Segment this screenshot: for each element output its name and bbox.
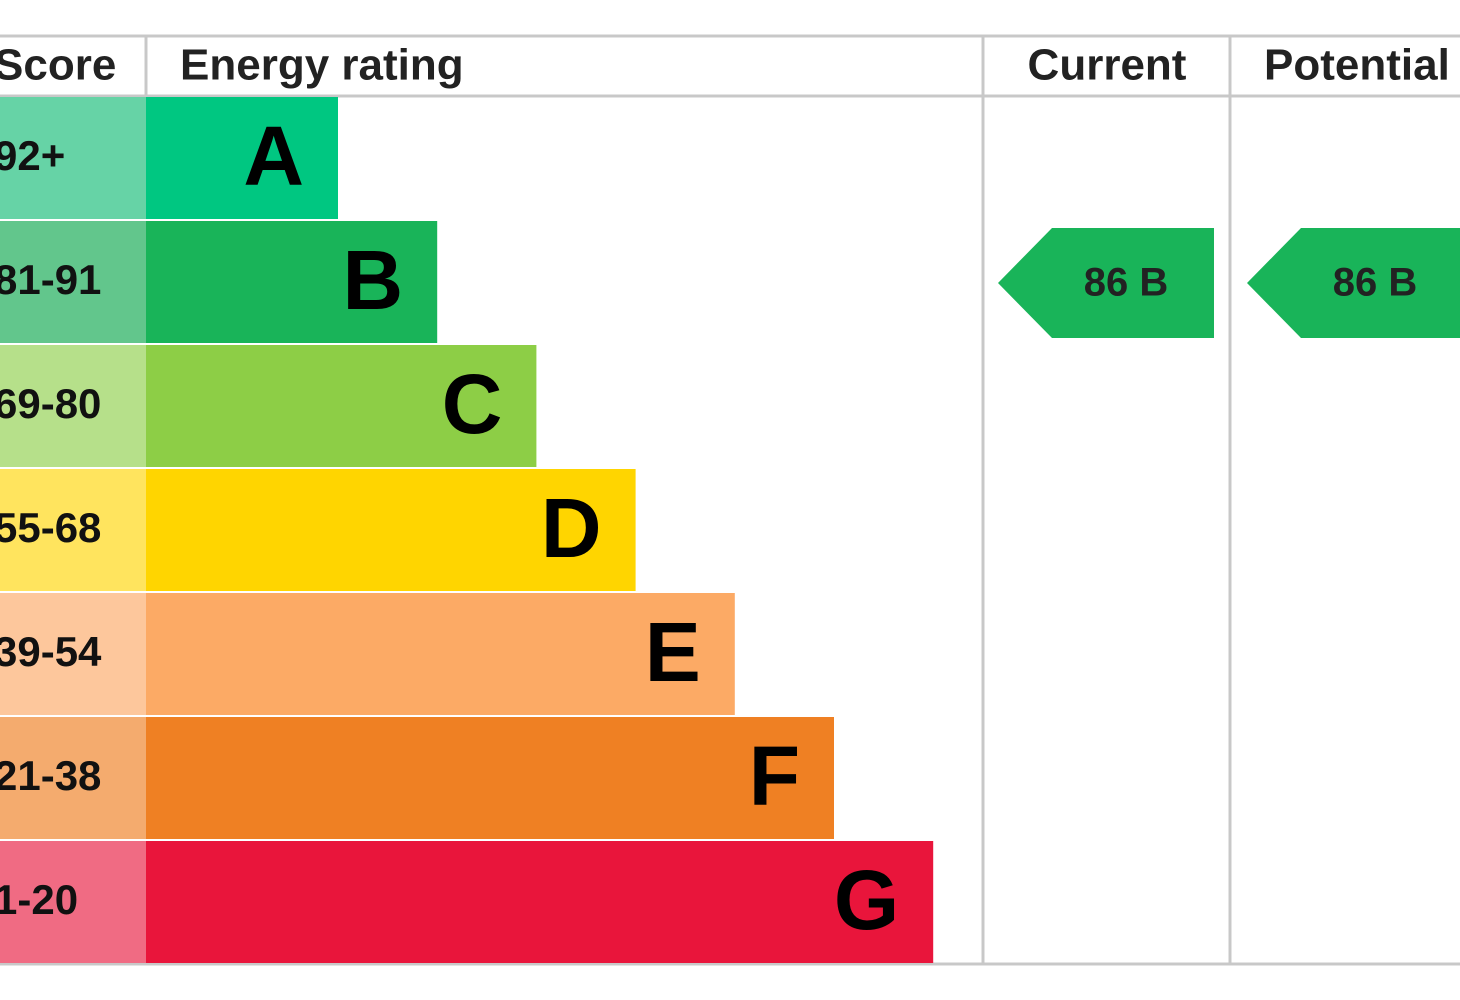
rating-letter: A <box>243 109 304 203</box>
rating-letter: G <box>834 853 899 947</box>
score-cell <box>0 221 146 343</box>
rating-letter: D <box>541 481 602 575</box>
score-cell <box>0 593 146 715</box>
current-rating: 86 B <box>1084 261 1169 305</box>
score-cell <box>0 97 146 219</box>
score-range: 39-54 <box>0 628 102 675</box>
rating-bar <box>146 469 636 591</box>
current-arrow <box>998 228 1214 338</box>
rating-letter: E <box>645 605 701 699</box>
score-range: 81-91 <box>0 256 101 303</box>
score-cell <box>0 717 146 839</box>
score-header: Score <box>0 41 116 90</box>
score-cell <box>0 469 146 591</box>
energy-rating-header: Energy rating <box>180 41 464 90</box>
rating-bar <box>146 97 338 219</box>
rating-bar <box>146 593 735 715</box>
score-cell <box>0 345 146 467</box>
current-header: Current <box>1028 41 1187 90</box>
rating-bar <box>146 841 934 963</box>
rating-bar <box>146 345 537 467</box>
score-range: 55-68 <box>0 504 101 551</box>
rating-letter: C <box>442 357 503 451</box>
rating-bar <box>146 717 834 839</box>
bands: 92+ A 81-91 B 69-80 C 55-68 D 39-54 E 21-38 F 1-20 G <box>0 97 934 963</box>
score-range: 92+ <box>0 132 65 179</box>
score-range: 1-20 <box>0 876 78 923</box>
potential-arrow <box>1247 228 1460 338</box>
rating-letter: F <box>749 729 800 823</box>
score-range: 69-80 <box>0 380 101 427</box>
potential-rating: 86 B <box>1333 261 1418 305</box>
score-cell <box>0 841 146 963</box>
rating-letter: B <box>343 233 404 327</box>
potential-header: Potential <box>1264 41 1450 90</box>
rating-bar <box>146 221 438 343</box>
score-range: 21-38 <box>0 752 101 799</box>
arrows: 86 B 86 B <box>998 228 1460 338</box>
